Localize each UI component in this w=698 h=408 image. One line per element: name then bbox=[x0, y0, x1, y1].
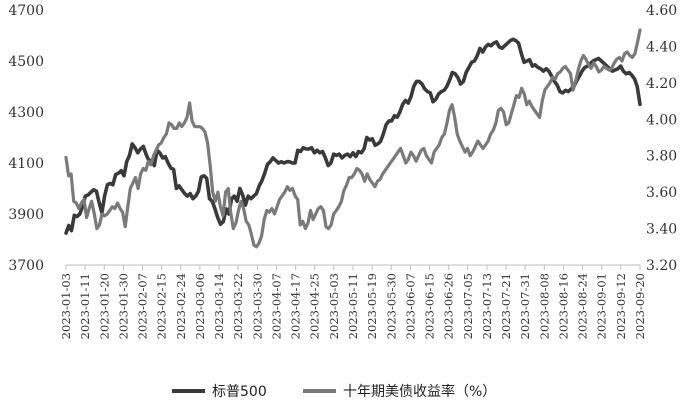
x-tick-label: 2023-05-03 bbox=[327, 273, 341, 339]
legend: 标普500 十年期美债收益率（%） bbox=[172, 383, 496, 400]
x-tick-label: 2023-09-01 bbox=[595, 273, 609, 339]
y-right-tick-label: 3.40 bbox=[646, 222, 677, 238]
x-tick-label: 2023-02-07 bbox=[136, 273, 150, 339]
x-tick-label: 2023-08-16 bbox=[556, 273, 570, 339]
x-tick-label: 2023-01-03 bbox=[59, 273, 73, 339]
y-left-tick-label: 4500 bbox=[8, 54, 44, 70]
x-tick-label: 2023-05-30 bbox=[384, 273, 398, 339]
x-tick-label: 2023-01-11 bbox=[78, 273, 92, 339]
y-left-tick-label: 4300 bbox=[8, 105, 44, 121]
x-tick-label: 2023-02-15 bbox=[155, 273, 169, 339]
y-right-tick-label: 4.60 bbox=[646, 3, 677, 19]
y-right-tick-label: 3.60 bbox=[646, 185, 677, 201]
x-tick-label: 2023-02-24 bbox=[174, 273, 188, 339]
x-tick-label: 2023-03-06 bbox=[193, 273, 207, 339]
x-tick-label: 2023-04-25 bbox=[308, 273, 322, 339]
x-tick-label: 2023-03-14 bbox=[212, 273, 226, 339]
series-line-sp500 bbox=[64, 37, 642, 235]
x-tick-label: 2023-04-17 bbox=[289, 273, 303, 339]
y-right-tick-label: 4.00 bbox=[646, 112, 677, 128]
x-tick-label: 2023-03-22 bbox=[231, 273, 245, 339]
x-tick-label: 2023-03-30 bbox=[250, 273, 264, 339]
y-right-tick-label: 4.20 bbox=[646, 76, 677, 92]
y-axis-left: 3700 3900 4100 4300 4500 4700 bbox=[8, 3, 44, 274]
y-right-tick-label: 3.80 bbox=[646, 149, 677, 165]
y-left-tick-label: 4100 bbox=[8, 156, 44, 172]
y-right-tick-label: 3.20 bbox=[646, 258, 677, 274]
x-tick-label: 2023-07-21 bbox=[499, 273, 513, 339]
x-axis: 2023-01-03 2023-01-11 2023-01-20 2023-01-30… bbox=[59, 265, 647, 339]
y-right-tick-label: 4.40 bbox=[646, 39, 677, 55]
y-left-tick-label: 3700 bbox=[8, 258, 44, 274]
x-tick-label: 2023-07-31 bbox=[518, 273, 532, 339]
x-tick-label: 2023-04-07 bbox=[269, 273, 283, 339]
x-tick-label: 2023-06-26 bbox=[442, 273, 456, 339]
x-tick-label: 2023-09-20 bbox=[633, 273, 647, 339]
x-tick-label: 2023-05-19 bbox=[365, 273, 379, 339]
x-tick-label: 2023-01-20 bbox=[97, 273, 111, 339]
series-line-treasury-yield bbox=[64, 28, 642, 249]
y-axis-right: 3.20 3.40 3.60 3.80 4.00 4.20 4.40 4.60 bbox=[646, 3, 677, 274]
x-tick-label: 2023-06-07 bbox=[403, 273, 417, 339]
x-tick-label: 2023-08-24 bbox=[576, 273, 590, 339]
x-tick-label: 2023-08-08 bbox=[537, 273, 551, 339]
x-tick-label: 2023-06-15 bbox=[423, 273, 437, 339]
x-tick-label: 2023-07-05 bbox=[461, 273, 475, 339]
y-left-tick-label: 4700 bbox=[8, 3, 44, 19]
legend-label-sp500: 标普500 bbox=[212, 384, 267, 400]
x-tick-label: 2023-01-30 bbox=[116, 273, 130, 339]
x-tick-label: 2023-09-12 bbox=[614, 273, 628, 339]
y-left-tick-label: 3900 bbox=[8, 207, 44, 223]
x-tick-label: 2023-05-11 bbox=[346, 273, 360, 339]
series-group bbox=[64, 28, 642, 249]
x-tick-label: 2023-07-13 bbox=[480, 273, 494, 339]
legend-label-treasury-yield: 十年期美债收益率（%） bbox=[343, 383, 496, 400]
